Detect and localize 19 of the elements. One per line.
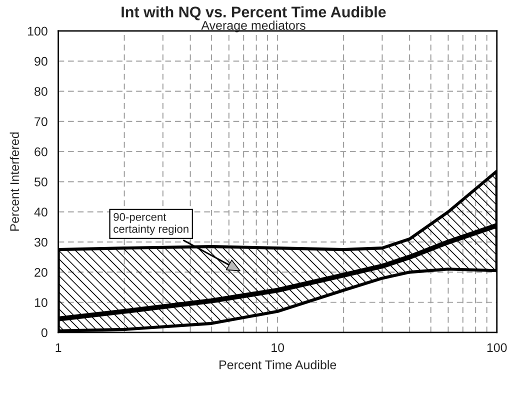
chart-title: Int with NQ vs. Percent Time Audible <box>122 6 386 20</box>
y-tick-label: 30 <box>34 238 48 247</box>
y-tick-label: 60 <box>34 147 48 156</box>
y-tick-label: 80 <box>34 87 48 96</box>
y-tick-label: 90 <box>34 56 48 66</box>
x-axis-title: Percent Time Audible <box>220 360 336 370</box>
annotation: 90-percent certainty region <box>114 213 188 236</box>
y-tick-label: 0 <box>41 328 48 338</box>
y-tick-label: 10 <box>34 298 48 307</box>
y-axis-title: Percent Interfered <box>10 132 20 231</box>
y-tick-label: 70 <box>34 117 48 126</box>
x-tick-label: 10 <box>272 343 284 352</box>
y-tick-label: 100 <box>28 26 48 36</box>
x-tick-label: 1 <box>56 343 62 352</box>
y-tick-label: 40 <box>34 208 48 217</box>
y-tick-label: 50 <box>34 178 48 186</box>
chart-subtitle: Average mediators <box>201 20 306 32</box>
y-tick-label: 20 <box>34 268 48 277</box>
x-tick-label: 100 <box>487 343 507 352</box>
